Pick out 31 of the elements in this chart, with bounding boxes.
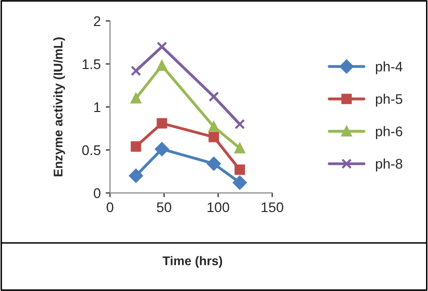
point [208, 91, 220, 102]
point [130, 66, 142, 76]
x-axis-title: Time (hrs) [162, 256, 222, 268]
y-tick-label: 0.5 [82, 145, 100, 156]
x-tick-label: 100 [208, 202, 230, 212]
y-tick-label: 1.5 [82, 59, 100, 70]
legend-label: ph-8 [376, 158, 402, 172]
legend-label: ph-5 [376, 94, 402, 107]
point [208, 132, 220, 142]
y-tick-label: 1 [94, 102, 100, 112]
point [130, 93, 142, 104]
point [234, 118, 245, 130]
point [154, 142, 169, 156]
y-axis-title: Enzyme activity (IU/mL) [53, 37, 65, 176]
legend-label: ph-4 [376, 61, 402, 74]
x-tick-label: 0 [106, 202, 114, 212]
point [234, 143, 245, 154]
point [156, 118, 168, 128]
point [208, 122, 220, 132]
y-tick-label: 2 [94, 16, 100, 26]
point [129, 168, 143, 183]
point [156, 60, 168, 71]
legend-label: ph-6 [376, 126, 402, 140]
x-tick-label: 50 [156, 202, 172, 212]
y-tick-label: 0 [94, 188, 100, 198]
point [232, 176, 247, 190]
point [156, 42, 168, 52]
point [206, 156, 221, 171]
x-tick-label: 150 [262, 202, 284, 212]
point [234, 164, 245, 175]
point [130, 141, 142, 152]
